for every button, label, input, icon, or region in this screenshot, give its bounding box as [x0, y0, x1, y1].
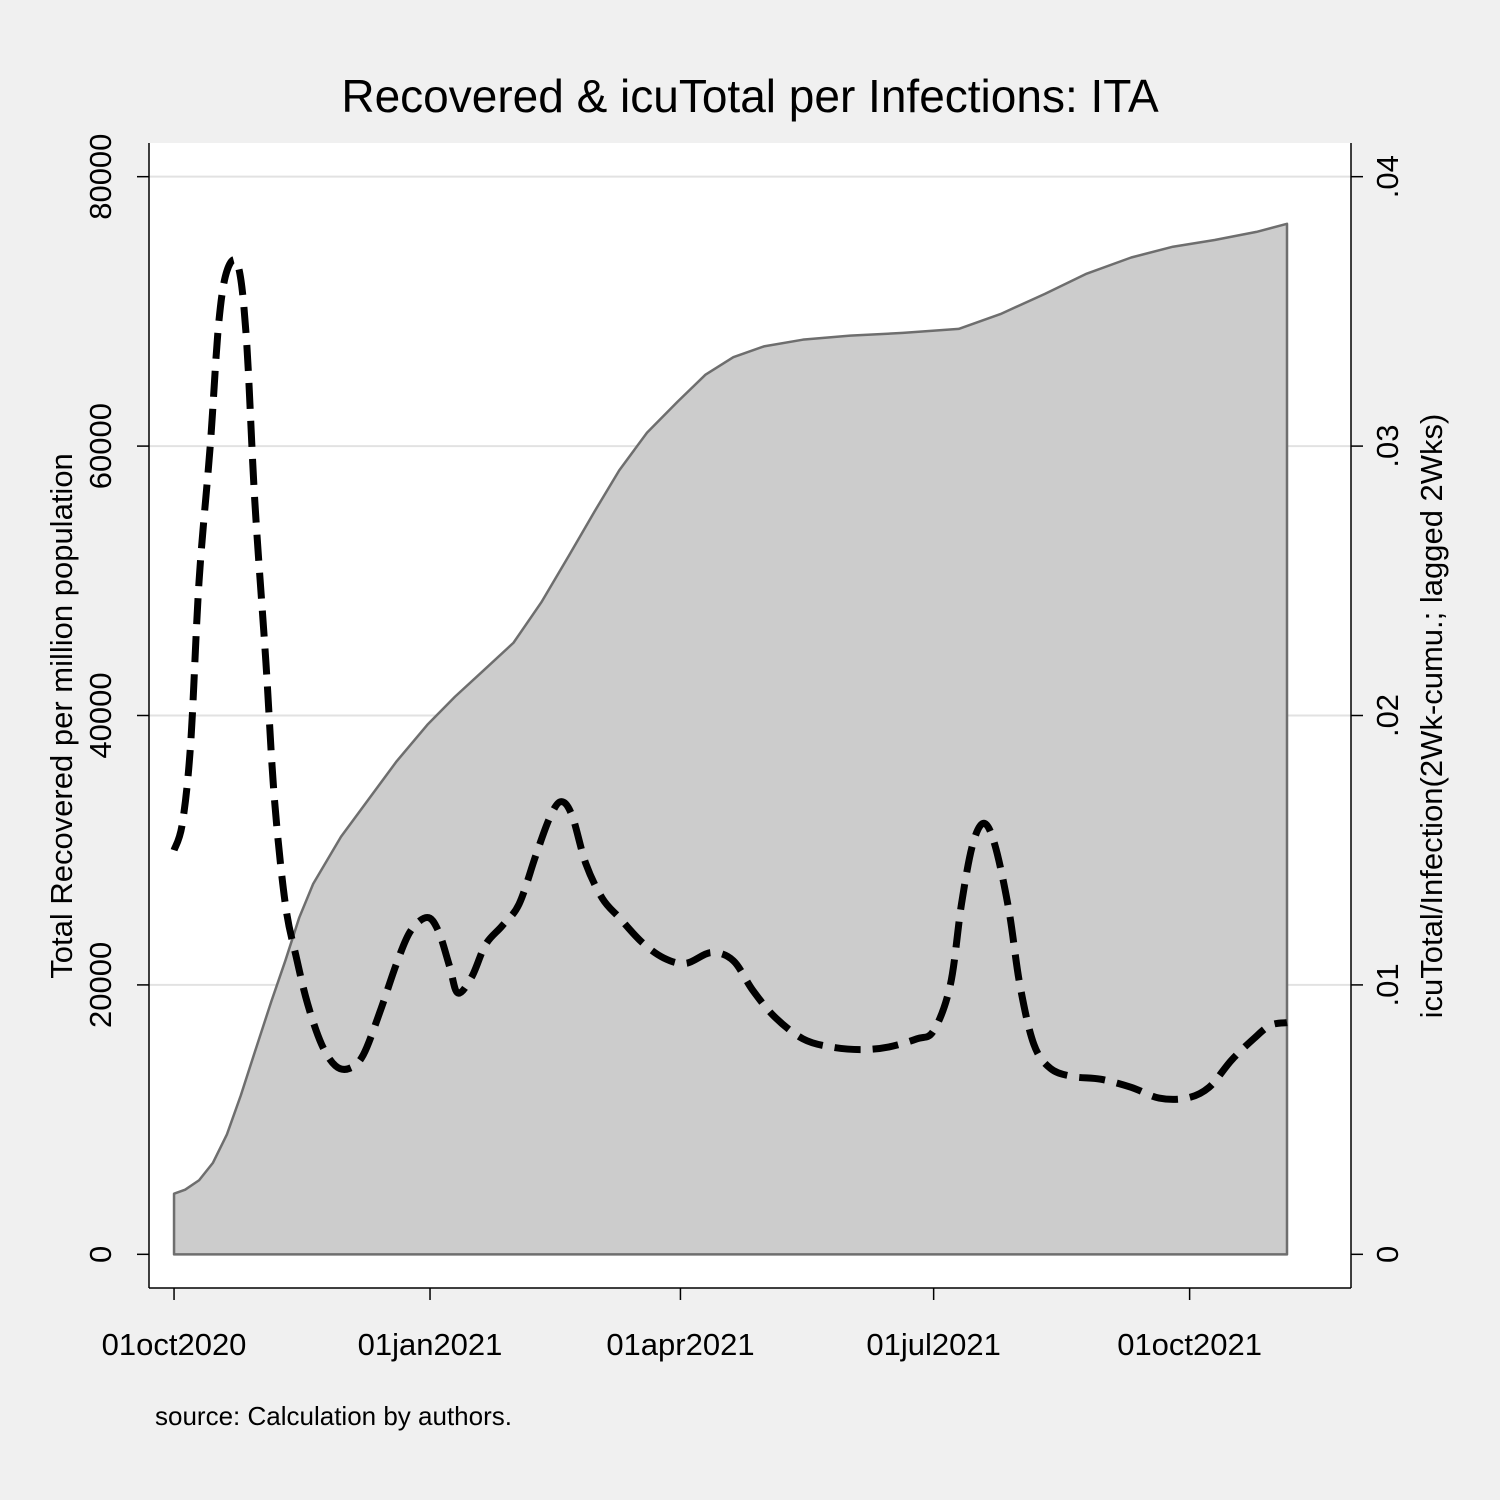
right-tick-label: .01 [1370, 963, 1405, 1006]
recovered-area [172, 222, 1289, 1256]
x-tick-label: 01oct2020 [102, 1327, 247, 1362]
left-axis-ticks: 0 20000 40000 60000 80000 [83, 134, 149, 1263]
right-tick-label: 0 [1370, 1246, 1405, 1263]
x-tick-label: 01jan2021 [358, 1327, 503, 1362]
right-axis-title: icuTotal/Infection(2Wk-cumu.; lagged 2Wk… [1414, 414, 1449, 1019]
left-axis-title: Total Recovered per million population [44, 453, 79, 979]
right-tick-label: .02 [1370, 694, 1405, 737]
left-tick-label: 60000 [83, 403, 118, 489]
icu-ratio-line [170, 256, 1288, 1103]
left-tick-label: 0 [83, 1246, 118, 1263]
right-tick-label: .03 [1370, 425, 1405, 468]
left-tick-label: 80000 [83, 134, 118, 220]
left-tick-label: 40000 [83, 672, 118, 758]
recovered-area-series [172, 222, 1289, 1256]
chart-title: Recovered & icuTotal per Infections: ITA [341, 70, 1159, 122]
right-axis-ticks: 0 .01 .02 .03 .04 [1351, 155, 1405, 1263]
icu-ratio-dashed-series [170, 256, 1288, 1103]
x-tick-label: 01jul2021 [866, 1327, 1000, 1362]
x-axis-ticks: 01oct2020 01jan2021 01apr2021 01jul2021 01oc… [102, 1288, 1262, 1362]
x-tick-label: 01apr2021 [606, 1327, 754, 1362]
source-note: source: Calculation by authors. [155, 1401, 512, 1431]
right-tick-label: .04 [1370, 155, 1405, 198]
left-tick-label: 20000 [83, 942, 118, 1028]
x-tick-label: 01oct2021 [1117, 1327, 1262, 1362]
